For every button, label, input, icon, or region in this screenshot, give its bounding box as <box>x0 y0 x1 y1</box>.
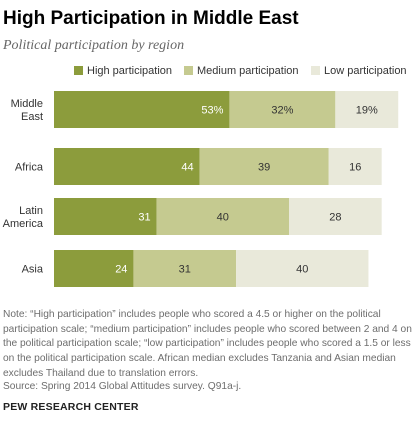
bar-segment-1 <box>54 91 230 128</box>
value-label-1: 44 <box>181 162 193 174</box>
page-title: High Participation in Middle East <box>3 8 299 29</box>
chart-note: Note: “High participation” includes peop… <box>3 309 412 379</box>
value-label-3: 19% <box>356 105 378 117</box>
legend-swatch-2 <box>184 66 193 75</box>
bar-segment-2 <box>199 148 329 185</box>
chart-source: Source: Spring 2014 Global Attitudes sur… <box>3 381 242 392</box>
legend-swatch-1 <box>74 66 83 75</box>
category-label-line: Latin <box>19 205 43 217</box>
value-label-1: 53% <box>201 105 223 117</box>
value-label-2: 32% <box>271 105 293 117</box>
value-label-3: 16 <box>349 162 361 174</box>
value-label-1: 31 <box>138 212 150 224</box>
legend-swatch-3 <box>311 66 320 75</box>
category-label-line: Middle <box>11 98 43 110</box>
value-label-1: 24 <box>115 264 127 276</box>
category-label-2: Africa <box>15 162 44 174</box>
bar-segment-3 <box>289 198 382 235</box>
category-label-line: East <box>21 111 43 123</box>
value-label-2: 31 <box>179 264 191 276</box>
chart-subtitle: Political participation by region <box>3 38 185 53</box>
value-label-3: 40 <box>296 264 308 276</box>
bar-segment-2 <box>133 250 237 287</box>
bar-segment-3 <box>236 250 369 287</box>
legend-label-1: High participation <box>87 65 172 77</box>
bar-segment-2 <box>229 91 336 128</box>
bar-segment-2 <box>156 198 290 235</box>
category-label-3: Latin America <box>3 205 44 230</box>
bar-segment-1 <box>54 250 134 287</box>
value-label-3: 28 <box>329 212 341 224</box>
category-label-1: Middle East <box>11 98 43 123</box>
legend-label-2: Medium participation <box>197 65 299 77</box>
category-label-line: Asia <box>22 264 44 276</box>
bar-segment-1 <box>54 148 200 185</box>
brand-logo-text: PEW RESEARCH CENTER <box>3 401 139 413</box>
value-label-2: 39 <box>258 162 270 174</box>
legend-label-3: Low participation <box>324 65 407 77</box>
value-label-2: 40 <box>217 212 229 224</box>
category-label-line: Africa <box>15 162 44 174</box>
bar-segment-1 <box>54 198 157 235</box>
category-label-line: America <box>3 218 44 230</box>
bar-segment-3 <box>328 148 382 185</box>
category-label-4: Asia <box>22 264 44 276</box>
bar-segment-3 <box>335 91 399 128</box>
stacked-bar-chart: High participation Medium participation Lo… <box>3 65 407 287</box>
